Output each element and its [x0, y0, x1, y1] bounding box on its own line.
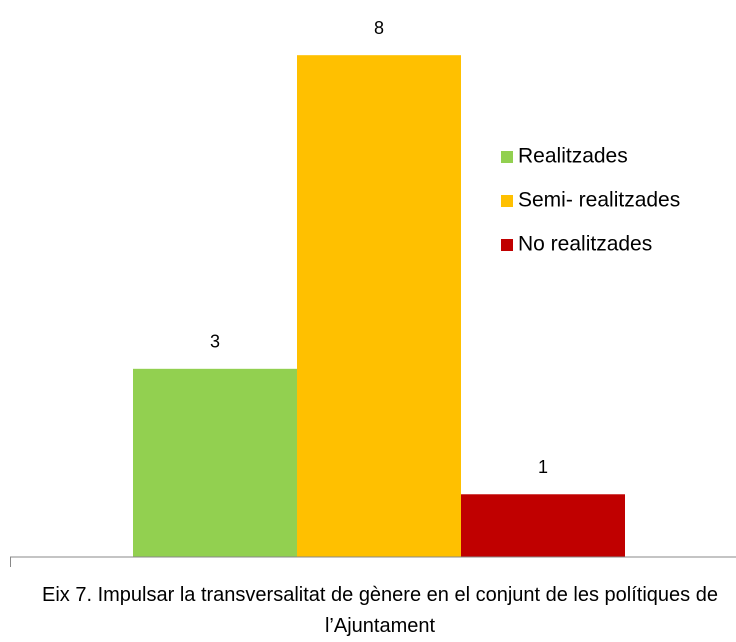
legend-label: No realitzades — [518, 233, 652, 256]
category-label: Eix 7. Impulsar la transversalitat de gè… — [42, 584, 718, 637]
bar — [461, 494, 625, 557]
legend-swatch — [501, 151, 513, 163]
value-label: 1 — [538, 457, 548, 477]
legend-label: Realitzades — [518, 145, 628, 168]
value-label: 8 — [374, 18, 384, 38]
value-label: 3 — [210, 332, 220, 352]
legend-swatch — [501, 239, 513, 251]
bar — [133, 368, 297, 557]
legend-label: Semi- realitzades — [518, 189, 680, 212]
legend-swatch — [501, 195, 513, 207]
bar — [297, 55, 461, 557]
